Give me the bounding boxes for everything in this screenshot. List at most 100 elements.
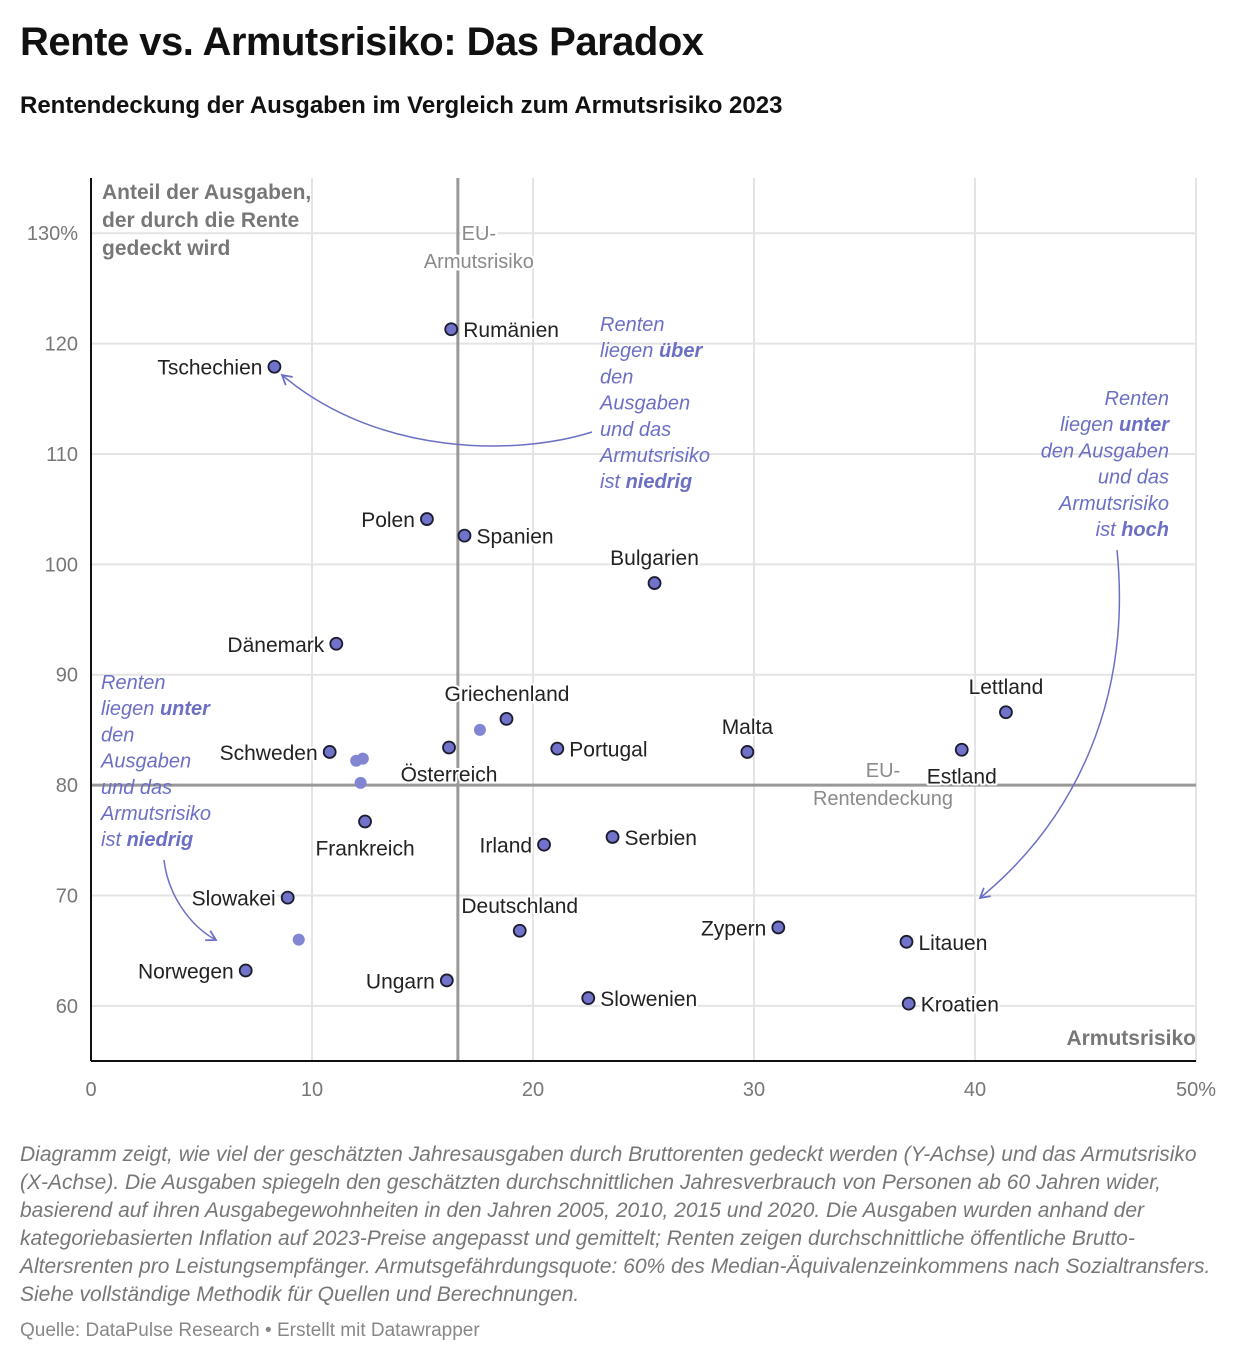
data-point-dänemark[interactable] bbox=[329, 636, 344, 651]
point-label: Malta bbox=[722, 716, 774, 739]
point-label: Lettland bbox=[969, 676, 1044, 699]
data-point-ungarn[interactable] bbox=[439, 973, 454, 988]
data-point-malta[interactable] bbox=[740, 745, 755, 759]
point-label: Bulgarien bbox=[610, 547, 699, 570]
annotation-text: Renten bbox=[1105, 388, 1170, 410]
chart-source: Quelle: DataPulse Research • Erstellt mi… bbox=[20, 1320, 480, 1341]
x-tick-label: 50% bbox=[1176, 1079, 1216, 1101]
data-points bbox=[238, 322, 1013, 1011]
annotation-text: und das bbox=[1098, 467, 1169, 489]
annotation-text: und das bbox=[600, 419, 671, 441]
point-label: Österreich bbox=[401, 764, 498, 787]
data-point-schweden[interactable] bbox=[322, 745, 337, 759]
data-point[interactable] bbox=[292, 933, 305, 946]
eu-poverty-label: EU- bbox=[462, 223, 496, 245]
x-tick-label: 10 bbox=[301, 1079, 323, 1101]
point-label: Slowenien bbox=[600, 988, 697, 1011]
point-label: Spanien bbox=[476, 526, 553, 549]
annotation-text: Armutsrisiko bbox=[599, 445, 710, 467]
data-point-litauen[interactable] bbox=[899, 934, 914, 949]
y-tick-label: 80 bbox=[56, 775, 78, 797]
point-label: Deutschland bbox=[461, 895, 578, 918]
gridlines bbox=[91, 178, 1197, 1061]
data-point-slowakei[interactable] bbox=[280, 890, 295, 905]
point-label: Rumänien bbox=[463, 319, 559, 342]
data-point-frankreich[interactable] bbox=[358, 814, 372, 829]
axes: 0 10 20 30 40 50% 60 70 80 90 100 110 120 130% bbox=[27, 178, 1216, 1101]
point-label: Polen bbox=[361, 509, 415, 532]
x-tick-label: 0 bbox=[85, 1079, 96, 1101]
y-tick-label: 60 bbox=[56, 996, 78, 1018]
data-point-rumänien[interactable] bbox=[444, 322, 459, 337]
point-label: Estland bbox=[927, 766, 997, 789]
data-point-zypern[interactable] bbox=[771, 920, 786, 935]
data-point-kroatien[interactable] bbox=[901, 996, 916, 1011]
data-point-serbien[interactable] bbox=[605, 830, 620, 844]
y-tick-label: 110 bbox=[46, 444, 78, 466]
annotation-text: ist hoch bbox=[1096, 519, 1169, 541]
point-label: Griechenland bbox=[445, 683, 570, 706]
data-point-bulgarien[interactable] bbox=[647, 576, 662, 590]
annotation-text: und das bbox=[101, 777, 172, 799]
scatter-chart: 0 10 20 30 40 50% 60 70 80 90 100 110 120 130% EU- Arm… bbox=[27, 178, 1216, 1101]
annotation-text: Renten bbox=[600, 314, 665, 336]
y-tick-label: 120 bbox=[45, 334, 78, 356]
x-tick-label: 20 bbox=[522, 1079, 544, 1101]
annotation-text: den Ausgaben bbox=[1041, 440, 1169, 462]
data-point-polen[interactable] bbox=[420, 512, 434, 526]
annotation-arrow-right bbox=[978, 549, 1121, 900]
annotation-text: den bbox=[600, 366, 633, 388]
x-tick-label: 30 bbox=[743, 1079, 765, 1101]
data-point-irland[interactable] bbox=[537, 837, 551, 852]
data-point-portugal[interactable] bbox=[550, 741, 565, 756]
data-point[interactable] bbox=[473, 723, 486, 736]
x-tick-label: 40 bbox=[964, 1079, 986, 1101]
point-label: Irland bbox=[480, 835, 533, 858]
data-point-österreich[interactable] bbox=[442, 740, 456, 755]
data-point-deutschland[interactable] bbox=[512, 923, 527, 938]
chart-title: Rente vs. Armutsrisiko: Das Paradox bbox=[20, 20, 704, 64]
point-label: Tschechien bbox=[157, 357, 262, 380]
point-label: Zypern bbox=[701, 917, 766, 940]
data-point-lettland[interactable] bbox=[999, 705, 1013, 720]
eu-pension-label: EU- bbox=[866, 760, 900, 782]
point-label: Frankreich bbox=[315, 837, 414, 860]
point-label: Ungarn bbox=[366, 970, 435, 993]
y-axis-title: gedeckt wird bbox=[102, 237, 230, 260]
point-label: Serbien bbox=[625, 827, 697, 850]
y-axis-title: der durch die Rente bbox=[102, 209, 299, 232]
annotation-text: liegen unter bbox=[101, 698, 211, 720]
data-point[interactable] bbox=[350, 754, 363, 767]
point-label: Kroatien bbox=[921, 994, 999, 1017]
annotation-arrows bbox=[163, 373, 1121, 942]
data-point-estland[interactable] bbox=[954, 742, 969, 757]
y-axis-title: Anteil der Ausgaben, bbox=[102, 181, 311, 204]
point-label: Dänemark bbox=[227, 634, 324, 657]
reference-lines bbox=[91, 178, 1196, 1061]
y-tick-label: 100 bbox=[45, 554, 78, 576]
data-point-spanien[interactable] bbox=[457, 528, 472, 543]
data-point-griechenland[interactable] bbox=[499, 711, 514, 726]
data-labels: EU- Armutsrisiko EU- Rentendeckung Tschechie… bbox=[136, 221, 1045, 1019]
annotation-arrow-left bbox=[163, 859, 218, 942]
annotation-text: Ausgaben bbox=[599, 393, 690, 415]
data-point-tschechien[interactable] bbox=[267, 359, 282, 374]
data-point-norwegen[interactable] bbox=[238, 963, 253, 978]
chart-subtitle: Rentendeckung der Ausgaben im Vergleich … bbox=[20, 92, 783, 119]
x-axis-title: Armutsrisiko bbox=[1066, 1027, 1196, 1050]
eu-pension-label: Rentendeckung bbox=[813, 788, 953, 810]
point-label: Slowakei bbox=[192, 888, 276, 911]
point-label: Litauen bbox=[918, 932, 987, 955]
point-label: Schweden bbox=[220, 742, 318, 765]
annotations: Renten liegen über den Ausgaben und das Armut… bbox=[100, 314, 1170, 851]
data-point[interactable] bbox=[354, 776, 367, 789]
y-tick-label: 130% bbox=[27, 223, 78, 245]
annotation-text: Ausgaben bbox=[100, 751, 191, 773]
y-tick-label: 70 bbox=[56, 885, 78, 907]
axis-titles: Anteil der Ausgaben, der durch die Rente g… bbox=[102, 181, 1196, 1050]
annotation-text: ist niedrig bbox=[600, 471, 692, 493]
annotation-text: liegen über bbox=[600, 340, 703, 362]
eu-poverty-label: Armutsrisiko bbox=[424, 251, 534, 273]
annotation-text: liegen unter bbox=[1060, 414, 1170, 436]
data-point-slowenien[interactable] bbox=[581, 991, 596, 1005]
